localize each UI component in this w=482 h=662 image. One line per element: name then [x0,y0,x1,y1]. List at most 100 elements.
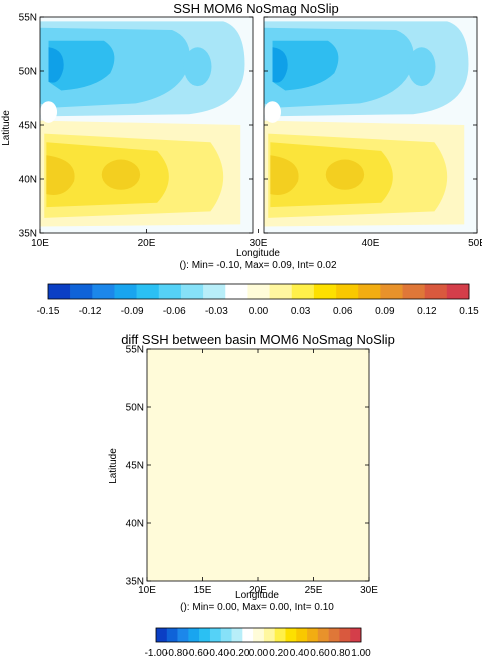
western-boundary-zero [264,101,282,123]
colorbar-tick-label: 0.20 [269,648,289,659]
x-tick-label: 25E [305,585,323,596]
positive-ssh-contour [270,155,299,195]
basin-right-panel [263,16,478,234]
y-tick-label: 45N [19,121,37,132]
colorbar-swatch [158,284,182,299]
colorbar-tick-label: -0.03 [205,306,228,317]
x-tick-label: 10E [138,585,156,596]
chart2-stats: (): Min= 0.00, Max= 0.00, Int= 0.10 [180,602,334,613]
colorbar-swatch [339,628,351,642]
colorbar-swatch [242,628,254,642]
colorbar-swatch [166,628,178,642]
colorbar-swatch [48,284,71,299]
x-tick-label: 15E [194,585,212,596]
positive-eddy [101,159,141,190]
chart2-xlabel: Longitude [235,590,279,601]
colorbar-tick-label: -0.20 [227,648,250,659]
colorbar-swatch [156,628,168,642]
y-tick-label: 50N [126,403,144,414]
y-tick-label: 40N [19,175,37,186]
colorbar-swatch [307,628,319,642]
colorbar-swatch [203,284,226,299]
negative-eddy [407,47,436,87]
x-tick-label: 30E [360,585,378,596]
colorbar-swatch [188,628,200,642]
colorbar-swatch [225,284,248,299]
colorbar-tick-label: 0.03 [291,306,311,317]
colorbar-swatch [180,284,204,299]
colorbar-swatch [350,628,362,642]
y-tick-label: 55N [126,345,144,356]
chart2-ylabel: Latitude [108,448,119,484]
positive-ssh-contour [46,155,75,195]
colorbar-swatch [220,628,232,642]
colorbar-swatch [317,628,329,642]
x-tick-label: 20E [138,238,156,249]
colorbar-tick-label: 0.06 [333,306,353,317]
colorbar-swatch [336,284,359,299]
diff-field [146,348,370,582]
negative-ssh-contour [48,40,115,91]
negative-eddy [183,47,212,87]
colorbar-swatch [424,284,448,299]
colorbar-swatch [70,284,93,299]
colorbar-tick-label: 1.00 [351,648,371,659]
colorbar-swatch [296,628,308,642]
x-tick-label: 50E [468,238,482,249]
y-tick-label: 50N [19,67,37,78]
colorbar-tick-label: 0.09 [375,306,395,317]
colorbar-tick-label: 0.40 [290,648,310,659]
colorbar-swatch [358,284,381,299]
negative-ssh-contour [48,47,64,83]
y-tick-label: 45N [126,461,144,472]
colorbar-tick-label: 0.00 [249,306,269,317]
basin-left-panel: 35N 40N 45N 50N 55N 10E 20E 30E 40E 50E [19,13,482,250]
colorbar-tick-label: 0.80 [331,648,351,659]
colorbar-swatch [92,284,115,299]
colorbar-top: -0.15 -0.12 -0.09 -0.06 -0.03 0.00 0.03 0.06 0.0… [37,283,479,317]
colorbar-swatch [136,284,160,299]
colorbar-swatch [177,628,189,642]
x-tick-label: 20E [249,585,267,596]
colorbar-tick-label: -0.06 [163,306,186,317]
colorbar-swatch [253,628,265,642]
x-tick-label: 40E [362,238,380,249]
colorbar-swatch [291,284,315,299]
colorbar-swatch [328,628,340,642]
chart1-stats: (): Min= -0.10, Max= 0.09, Int= 0.02 [179,260,336,271]
colorbar-swatch [285,628,297,642]
colorbar-frame [155,627,362,643]
colorbar-tick-label: -0.15 [37,306,60,317]
colorbar-swatch [402,284,425,299]
chart1-xlabel: Longitude [236,248,280,259]
diff-panel: 35N 40N 45N 50N 55N 10E 15E 20E 25E 30E [126,345,379,597]
negative-ssh-contour [272,40,339,91]
colorbar-tick-label: -0.60 [186,648,209,659]
negative-ssh-contour [272,47,288,83]
colorbar-swatch [199,628,211,642]
chart2-title: diff SSH between basin MOM6 NoSmag NoSli… [121,332,395,347]
colorbar-swatch [114,284,137,299]
colorbar-swatch [313,284,337,299]
colorbar-frame [47,283,470,300]
colorbar-swatch [263,628,275,642]
y-tick-label: 55N [19,13,37,24]
colorbar-swatch [380,284,403,299]
colorbar-tick-label: 0.60 [310,648,330,659]
chart1-ylabel: Latitude [1,110,12,146]
positive-eddy [325,159,365,190]
x-tick-label: 30E [250,238,268,249]
colorbar-tick-label: -0.12 [79,306,102,317]
colorbar-swatch [209,628,222,642]
colorbar-bottom: -1.00-0.80-0.60-0.40-0.20 0.00 0.20 0.40 0.6… [145,627,371,659]
colorbar-tick-label: 0.12 [417,306,437,317]
y-tick-label: 35N [126,577,144,588]
western-boundary-zero [40,101,58,123]
y-tick-label: 40N [126,519,144,530]
colorbar-tick-label: 0.15 [459,306,479,317]
colorbar-swatch [274,628,286,642]
colorbar-tick-label: -0.09 [121,306,144,317]
colorbar-swatch [247,284,270,299]
colorbar-swatch [269,284,293,299]
